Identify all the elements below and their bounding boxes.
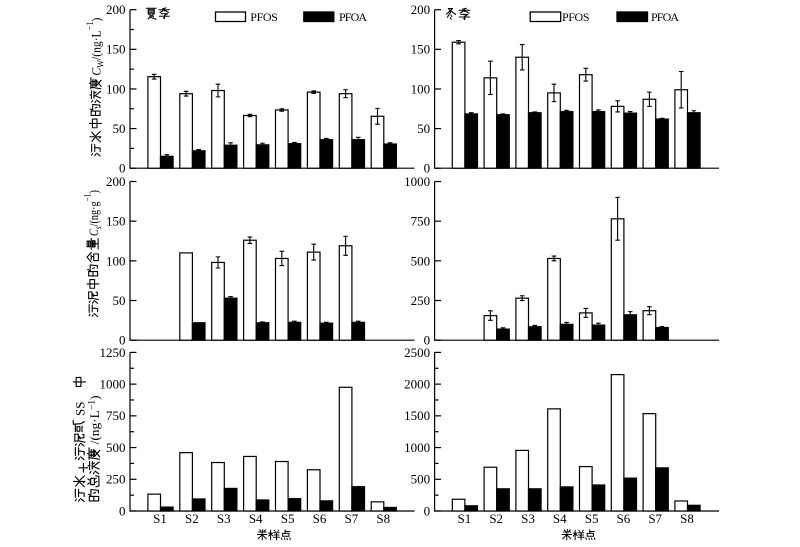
svg-text:100: 100 — [106, 81, 126, 96]
svg-text:S1: S1 — [153, 511, 167, 526]
svg-text:CW/(ng·L−1): CW/(ng·L−1) — [86, 18, 106, 76]
svg-text:0: 0 — [424, 161, 431, 176]
svg-text:0: 0 — [119, 161, 126, 176]
svg-text:1000: 1000 — [100, 377, 126, 392]
svg-text:1000: 1000 — [404, 440, 430, 455]
svg-text:Cs/(ng·g−1): Cs/(ng·g−1) — [84, 190, 104, 236]
svg-text:S5: S5 — [585, 511, 599, 526]
svg-text:PFOA: PFOA — [651, 10, 679, 24]
svg-text:S3: S3 — [217, 511, 231, 526]
svg-text:200: 200 — [106, 2, 126, 17]
svg-text:0: 0 — [119, 333, 126, 348]
svg-text:50: 50 — [417, 121, 430, 136]
svg-text:100: 100 — [106, 253, 126, 268]
svg-text:150: 150 — [106, 42, 126, 57]
svg-text:250: 250 — [106, 472, 126, 487]
svg-text:200: 200 — [106, 174, 126, 189]
svg-text:2500: 2500 — [404, 345, 430, 360]
svg-text:200: 200 — [411, 2, 431, 17]
svg-text:500: 500 — [411, 472, 431, 487]
svg-text:0: 0 — [119, 503, 126, 518]
svg-text:50: 50 — [113, 121, 126, 136]
svg-text:100: 100 — [411, 81, 431, 96]
svg-text:500: 500 — [106, 440, 126, 455]
svg-text:1250: 1250 — [100, 345, 126, 360]
svg-text:0: 0 — [424, 333, 431, 348]
svg-text:250: 250 — [411, 293, 431, 308]
svg-text:S8: S8 — [376, 511, 390, 526]
svg-text:S5: S5 — [281, 511, 295, 526]
svg-text:S6: S6 — [617, 511, 631, 526]
svg-text:S8: S8 — [680, 511, 694, 526]
svg-text:PFOS: PFOS — [562, 10, 590, 24]
svg-text:150: 150 — [411, 42, 431, 57]
svg-text:S2: S2 — [489, 511, 503, 526]
svg-text:0: 0 — [424, 503, 431, 518]
svg-text:PFOS: PFOS — [250, 10, 277, 24]
svg-text:750: 750 — [411, 214, 431, 229]
svg-text:S7: S7 — [345, 511, 359, 526]
svg-text:1000: 1000 — [404, 174, 430, 189]
svg-text:S3: S3 — [521, 511, 535, 526]
svg-text:S1: S1 — [458, 511, 472, 526]
svg-text:150: 150 — [106, 214, 126, 229]
svg-text:2000: 2000 — [404, 377, 430, 392]
svg-text:750: 750 — [106, 408, 126, 423]
svg-text:PFOA: PFOA — [339, 10, 367, 24]
svg-text:S4: S4 — [249, 511, 263, 526]
svg-text:1500: 1500 — [404, 408, 430, 423]
svg-text:S7: S7 — [648, 511, 662, 526]
svg-text:S2: S2 — [185, 511, 199, 526]
svg-text:50: 50 — [113, 293, 126, 308]
svg-text:500: 500 — [411, 253, 431, 268]
svg-text:S4: S4 — [553, 511, 567, 526]
svg-text:S6: S6 — [313, 511, 327, 526]
svg-text:SS: SS — [73, 402, 88, 416]
